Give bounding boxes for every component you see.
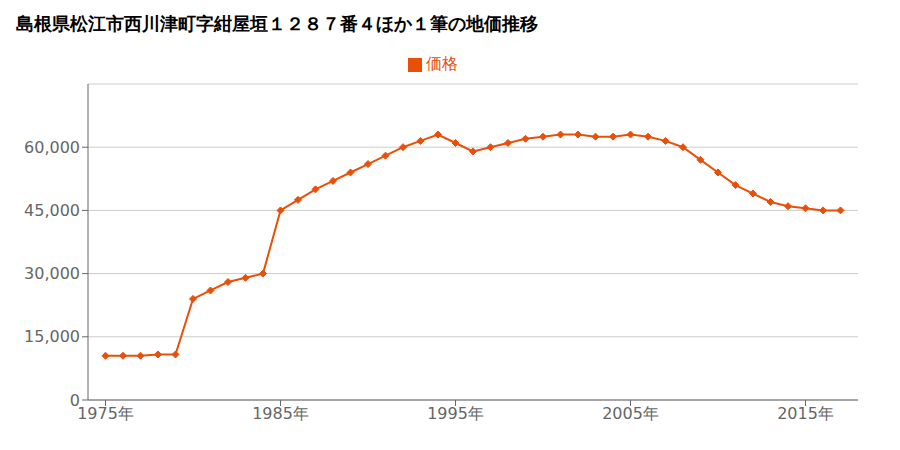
svg-text:45,000: 45,000 xyxy=(24,201,80,220)
html-text:島根県松江市西川津町字紺屋垣１２８７番４ほか１筆の地価推移: 島根県松江市西川津町字紺屋垣１２８７番４ほか１筆の地価推移 xyxy=(16,13,538,34)
svg-text:15,000: 15,000 xyxy=(24,327,80,346)
svg-text:1985年: 1985年 xyxy=(252,404,309,423)
svg-text:2005年: 2005年 xyxy=(602,404,659,423)
svg-text:1995年: 1995年 xyxy=(427,404,484,423)
svg-text:2015年: 2015年 xyxy=(777,404,834,423)
svg-text:60,000: 60,000 xyxy=(24,138,80,157)
svg-text:0: 0 xyxy=(70,391,80,410)
svg-text:1975年: 1975年 xyxy=(77,404,134,423)
html-text:価格: 価格 xyxy=(426,54,458,73)
svg-text:30,000: 30,000 xyxy=(24,264,80,283)
